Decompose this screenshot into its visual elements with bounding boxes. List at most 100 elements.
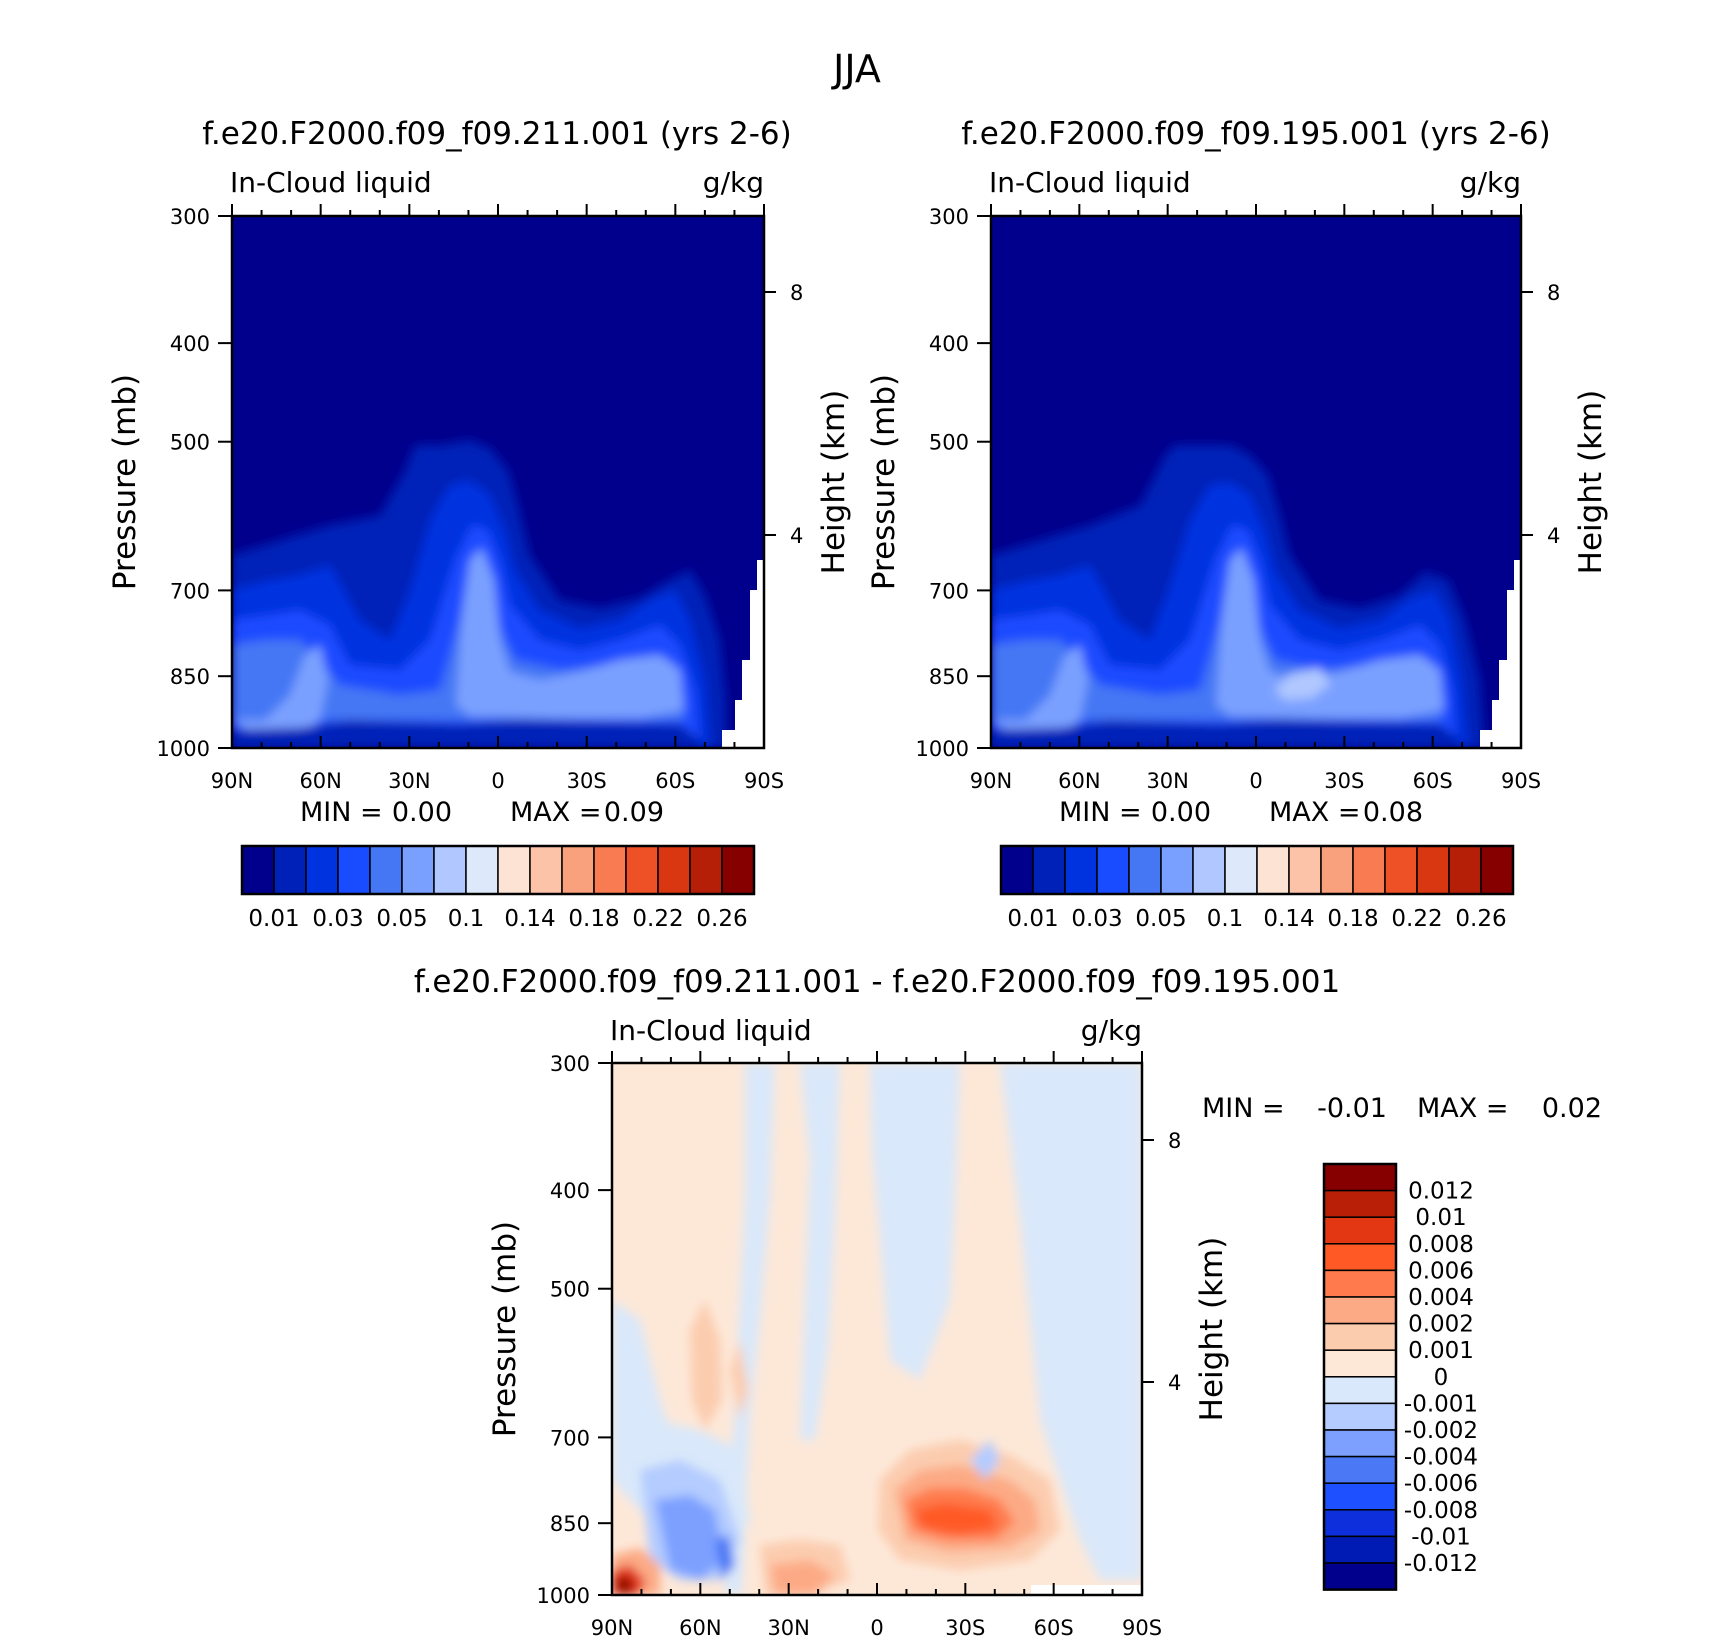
- panel-1-x-tick-label: 60S: [655, 769, 695, 793]
- panel-1-y-axis-label: Pressure (mb): [107, 374, 143, 590]
- panel-1-min-label: MIN =: [300, 797, 383, 828]
- panel-3-y-tick-label: 850: [550, 1512, 590, 1536]
- panel-3-y-tick-label: 1000: [537, 1584, 590, 1608]
- panel-1-y-tick-label: 300: [170, 205, 210, 229]
- panel-3-units-label: g/kg: [1081, 1014, 1142, 1047]
- panel-3-colorbar-label: -0.002: [1404, 1418, 1478, 1444]
- panel-3-negative-4a: [715, 1535, 735, 1580]
- panel-2-y-tick-label: 400: [929, 332, 969, 356]
- panel-2-colorbar-swatch: [1288, 845, 1322, 895]
- panel-3-y-tick-label: 700: [550, 1426, 590, 1450]
- panel-1-missing-region: [722, 560, 764, 748]
- panel-3-y2-axis-label: Height (km): [1194, 1237, 1230, 1422]
- panel-3-colorbar-swatch: [1323, 1163, 1397, 1192]
- panel-3-negative-band-4: [1000, 1063, 1142, 1580]
- panel-2-colorbar-swatch: [1032, 845, 1066, 895]
- panel-3-title: f.e20.F2000.f09_f09.211.001 - f.e20.F200…: [414, 964, 1340, 1000]
- panel-3-positive-low-2: [770, 1560, 835, 1595]
- panel-1-colorbar-label: 0.22: [632, 906, 683, 932]
- panel-1-y-tick-label: 1000: [157, 737, 210, 761]
- panel-2-axes: 90N 60N 30N 0 30S 60S 90S 300 400 500 700 850 1000 Pr…: [866, 204, 1609, 793]
- panel-2-x-tick-label: 90S: [1501, 769, 1541, 793]
- panel-2-level-5: [991, 645, 1088, 740]
- panel-3-colorbar-swatch: [1323, 1296, 1397, 1325]
- panel-3-positive-corner-3: [615, 1576, 634, 1595]
- panel-2-x-tick-label: 30S: [1324, 769, 1364, 793]
- panel-3-colorbar-frame: [1322, 1162, 1398, 1591]
- panel-1-level-6: [456, 548, 684, 718]
- panel-2-y-tick-label: 500: [929, 431, 969, 455]
- panel-3-y2-tick-label: 4: [1168, 1371, 1181, 1395]
- panel-1-y-tick-label: 400: [170, 332, 210, 356]
- panel-3: f.e20.F2000.f09_f09.211.001 - f.e20.F200…: [414, 964, 1602, 1636]
- panel-1-units-label: g/kg: [703, 166, 764, 199]
- panel-1-field: [232, 216, 764, 748]
- panel-2-y2-tick-label: 8: [1547, 281, 1560, 305]
- panel-2-x-tick-label: 60N: [1058, 769, 1100, 793]
- panel-1-colorbar-frame: [240, 844, 756, 896]
- panel-2-colorbar-swatch: [1160, 845, 1194, 895]
- panel-3-colorbar-swatch: [1323, 1509, 1397, 1538]
- panel-2-y-tick-label: 300: [929, 205, 969, 229]
- panel-2-colorbar-label: 0.18: [1327, 906, 1378, 932]
- panel-1-colorbar-swatch: [561, 845, 595, 895]
- panel-3-max-value: 0.02: [1542, 1093, 1602, 1124]
- panel-3-colorbar-label: -0.001: [1404, 1391, 1478, 1417]
- panel-1-colorbar-swatch: [273, 845, 307, 895]
- panel-2-colorbar-label: 0.05: [1135, 906, 1186, 932]
- panel-3-colorbar-label: -0.006: [1404, 1471, 1478, 1497]
- panel-1-x-tick-label: 30N: [388, 769, 430, 793]
- panel-3-x-tick-label: 90N: [591, 1616, 633, 1636]
- panel-1-colorbar-swatch: [529, 845, 563, 895]
- panel-2-field: [991, 216, 1521, 748]
- panel-1-colorbar-swatch: [465, 845, 499, 895]
- panel-2-colorbar: 0.01 0.03 0.05 0.1 0.14 0.18 0.22 0.26: [999, 844, 1515, 932]
- panel-2-max-label: MAX =: [1269, 797, 1360, 828]
- panel-2-min-label: MIN =: [1059, 797, 1142, 828]
- panel-2-colorbar-swatch: [1384, 845, 1418, 895]
- panel-3-colorbar-swatch: [1323, 1455, 1397, 1484]
- panel-1-colorbar-swatch: [625, 845, 659, 895]
- panel-3-colorbar-label: 0.006: [1408, 1258, 1474, 1284]
- panel-3-x-tick-label: 60S: [1034, 1616, 1074, 1636]
- panel-2-colorbar-swatch: [1320, 845, 1354, 895]
- panel-2-colorbar-swatch: [1480, 845, 1514, 895]
- panel-2-colorbar-swatch: [1192, 845, 1226, 895]
- panel-3-negative-band-2: [800, 1063, 840, 1440]
- panel-3-colorbar-label: -0.008: [1404, 1498, 1478, 1524]
- panel-1-x-tick-label: 90N: [211, 769, 253, 793]
- panel-1-x-tick-label: 0: [491, 769, 504, 793]
- panel-3-x-tick-label: 0: [870, 1616, 883, 1636]
- panel-3-colorbar-swatch: [1323, 1429, 1397, 1458]
- panel-1-colorbar-swatch: [401, 845, 435, 895]
- panel-1-colorbar-swatch: [241, 845, 275, 895]
- panel-2-min-value: 0.00: [1151, 797, 1211, 828]
- panel-1-y-tick-label: 700: [170, 579, 210, 603]
- panel-2-y2-tick-label: 4: [1547, 524, 1560, 548]
- panel-3-negative-3a: [655, 1495, 725, 1580]
- panel-3-missing-region: [1031, 1585, 1142, 1595]
- panel-3-colorbar-label: -0.012: [1404, 1551, 1478, 1577]
- panel-1-colorbar-swatch: [721, 845, 755, 895]
- panel-2-level-8: [991, 720, 1460, 748]
- panel-3-colorbar-swatch: [1323, 1482, 1397, 1511]
- panel-3-x-tick-label: 30N: [767, 1616, 809, 1636]
- panel-3-y-tick-label: 400: [550, 1179, 590, 1203]
- panel-1-colorbar-label: 0.1: [448, 906, 485, 932]
- panel-1-y-tick-label: 850: [170, 665, 210, 689]
- panel-2-x-tick-label: 90N: [970, 769, 1012, 793]
- panel-1-colorbar-swatch: [593, 845, 627, 895]
- panel-2-missing-region: [1480, 560, 1521, 748]
- panel-2-colorbar-swatch: [1000, 845, 1034, 895]
- panel-3-x-tick-label: 60N: [679, 1616, 721, 1636]
- panel-2-level-7: [1275, 668, 1330, 700]
- panel-1-title: f.e20.F2000.f09_f09.211.001 (yrs 2-6): [202, 116, 792, 152]
- panel-2-y-tick-label: 700: [929, 579, 969, 603]
- panel-3-colorbar-swatch: [1323, 1322, 1397, 1351]
- panel-1-colorbar-swatch: [689, 845, 723, 895]
- panel-3-axes: 90N 60N 30N 0 30S 60S 90S 300 400 500 700 850 1000 Pr…: [487, 1051, 1230, 1636]
- panel-1-x-tick-label: 60N: [299, 769, 341, 793]
- panel-2-colorbar-swatch: [1448, 845, 1482, 895]
- panel-3-colorbar-swatch: [1323, 1402, 1397, 1431]
- panel-1-x-tick-label: 90S: [744, 769, 784, 793]
